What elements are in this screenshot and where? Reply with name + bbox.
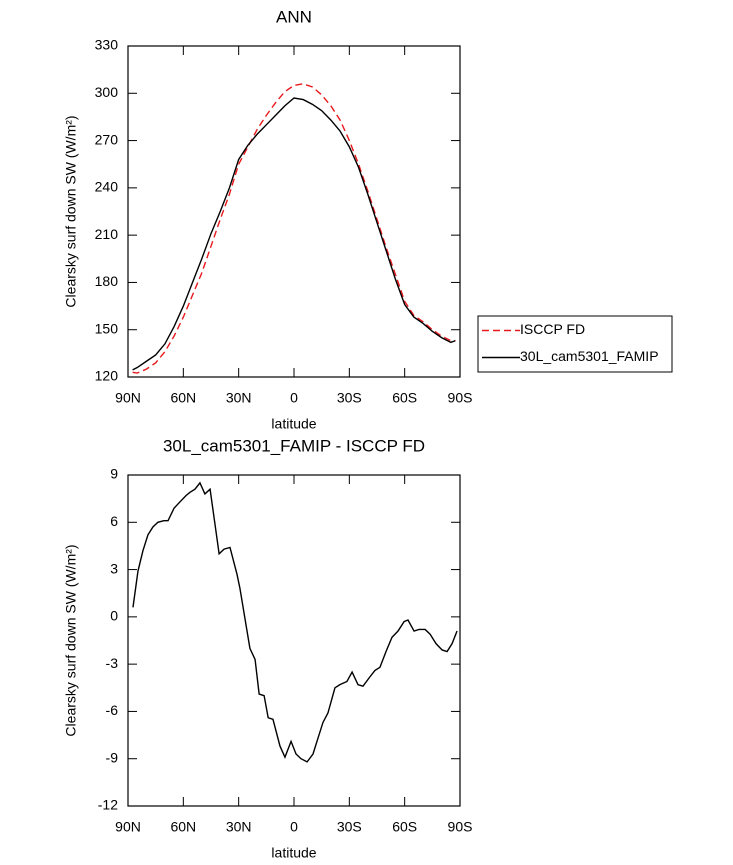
y-tick-label: 210: [95, 226, 119, 242]
y-tick-label: 270: [95, 131, 119, 147]
y-tick-label: 300: [95, 84, 119, 100]
y-axis-label: Clearsky surf down SW (W/m²): [63, 544, 79, 736]
y-tick-label: -6: [106, 702, 119, 718]
data-line: [132, 83, 456, 374]
plot-frame: [127, 474, 461, 807]
y-tick-label: 6: [110, 513, 118, 529]
x-axis-label: latitude: [271, 845, 316, 861]
x-tick-label: 90N: [115, 390, 141, 406]
x-tick-label: 60S: [392, 819, 417, 835]
x-tick-label: 30S: [337, 819, 362, 835]
y-tick-label: -12: [98, 797, 118, 813]
chart-title: 30L_cam5301_FAMIP - ISCCP FD: [163, 436, 425, 455]
y-tick-label: 180: [95, 273, 119, 289]
y-tick-label: 120: [95, 368, 119, 384]
x-tick-label: 90S: [448, 390, 473, 406]
x-tick-label: 90N: [115, 819, 141, 835]
y-tick-label: 330: [95, 37, 119, 53]
legend-label: ISCCP FD: [520, 321, 585, 337]
x-axis-label: latitude: [271, 416, 316, 432]
y-tick-label: 3: [110, 560, 118, 576]
legend-label: 30L_cam5301_FAMIP: [520, 348, 659, 364]
legend-box: [477, 315, 673, 373]
data-line: [132, 97, 456, 371]
y-axis-label: Clearsky surf down SW (W/m²): [63, 115, 79, 307]
x-tick-label: 90S: [448, 819, 473, 835]
x-tick-label: 60N: [170, 390, 196, 406]
x-tick-label: 30S: [337, 390, 362, 406]
x-tick-label: 0: [290, 819, 298, 835]
y-tick-label: 150: [95, 320, 119, 336]
y-tick-label: -3: [106, 655, 119, 671]
plot-frame: [127, 45, 461, 378]
y-tick-label: -9: [106, 749, 119, 765]
x-tick-label: 30N: [226, 390, 252, 406]
data-line: [132, 481, 458, 763]
x-tick-label: 60N: [170, 819, 196, 835]
x-tick-label: 30N: [226, 819, 252, 835]
y-tick-label: 0: [110, 608, 118, 624]
chart-title: ANN: [276, 7, 312, 26]
x-tick-label: 0: [290, 390, 298, 406]
x-tick-label: 60S: [392, 390, 417, 406]
y-tick-label: 9: [110, 466, 118, 482]
y-tick-label: 240: [95, 179, 119, 195]
